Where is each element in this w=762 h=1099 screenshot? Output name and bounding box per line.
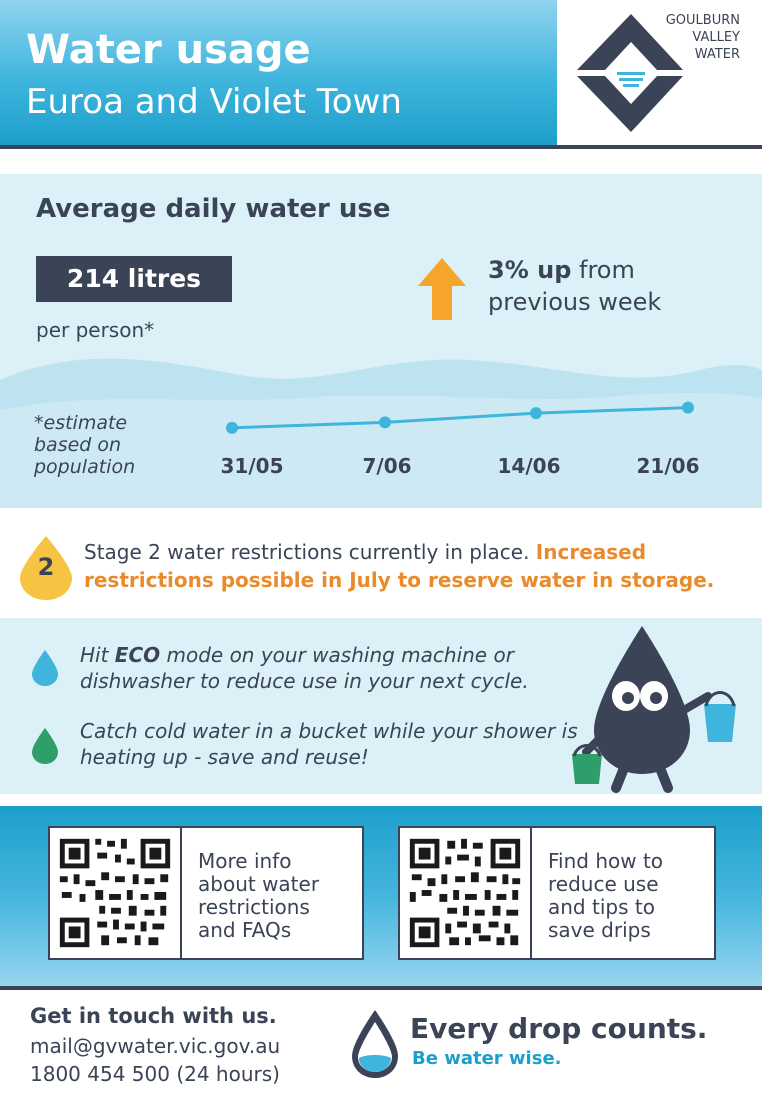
data-point	[530, 407, 542, 420]
footer: Get in touch with us. mail@gvwater.vic.g…	[0, 990, 762, 1099]
page-title: Water usage	[26, 27, 311, 73]
restrictions-warning: Increased restrictions possible in July …	[84, 540, 715, 592]
tip1-prefix: Hit	[80, 643, 115, 667]
water-drop-icon	[20, 536, 72, 600]
contact-email[interactable]: mail@gvwater.vic.gov.au	[30, 1034, 281, 1058]
usage-heading: Average daily water use	[36, 194, 391, 224]
weekly-change: 3% up from previous week	[488, 254, 661, 318]
water-drop-icon	[352, 1010, 398, 1078]
x-tick-label: 21/06	[636, 454, 700, 478]
usage-panel: Average daily water use 214 litres per p…	[0, 174, 762, 508]
change-text-1: from	[571, 256, 635, 284]
qr1-line-4: and FAQs	[198, 918, 292, 942]
logo-line-1: GOULBURN	[665, 13, 740, 28]
data-point	[226, 421, 238, 434]
tip1-bold: ECO	[114, 643, 161, 667]
usage-line-chart	[226, 401, 694, 434]
logo-line-3: WATER	[694, 47, 740, 62]
note-line-2: based on	[34, 434, 122, 456]
contact-title: Get in touch with us.	[30, 1004, 277, 1028]
contact-phone[interactable]: 1800 454 500 (24 hours)	[30, 1062, 280, 1086]
water-drop-mascot-icon	[572, 626, 736, 793]
qr-code-icon[interactable]	[400, 828, 532, 958]
change-text-2: previous week	[488, 288, 662, 316]
header-banner	[0, 0, 557, 145]
qr1-line-1: More info	[198, 849, 292, 873]
slogan-subtitle: Be water wise.	[412, 1048, 562, 1069]
qr-code-icon[interactable]	[50, 828, 182, 958]
logo-line-2: VALLEY	[692, 30, 740, 45]
tip-eco-mode: Hit ECO mode on your washing machine or …	[80, 642, 600, 694]
gvw-logo-icon	[577, 14, 683, 132]
qr2-line-3: and tips to	[548, 895, 655, 919]
per-person-label: per person*	[36, 318, 155, 342]
qr-card-tips[interactable]: Find how to reduce use and tips to save …	[398, 826, 716, 960]
qr1-line-3: restrictions	[198, 895, 310, 919]
data-point	[379, 416, 391, 429]
x-tick-label: 31/05	[220, 454, 284, 478]
water-saving-tips: Hit ECO mode on your washing machine or …	[0, 618, 762, 794]
x-tick-label: 14/06	[497, 454, 561, 478]
stage-number: 2	[37, 553, 55, 581]
header-divider	[0, 145, 762, 149]
qr-card-text: More info about water restrictions and F…	[198, 850, 319, 942]
slogan: Every drop counts.	[410, 1012, 708, 1045]
tip1-suffix: mode on your washing machine or dishwash…	[80, 643, 529, 693]
qr-card-restrictions[interactable]: More info about water restrictions and F…	[48, 826, 364, 960]
qr2-line-4: save drips	[548, 918, 651, 942]
note-line-1: *estimate	[34, 412, 128, 434]
header: Water usage Euroa and Violet Town GOULBU…	[0, 0, 762, 149]
note-line-3: population	[34, 456, 136, 478]
estimate-note: *estimate based on population	[34, 412, 135, 478]
page-subtitle: Euroa and Violet Town	[26, 82, 402, 122]
restrictions-text: Stage 2 water restrictions currently in …	[84, 538, 744, 594]
data-point	[682, 401, 694, 414]
logo: GOULBURN VALLEY WATER	[557, 0, 762, 145]
water-drop-icon	[32, 728, 58, 764]
restrictions-current: Stage 2 water restrictions currently in …	[84, 540, 536, 564]
qr-section: More info about water restrictions and F…	[0, 806, 762, 990]
qr-card-text: Find how to reduce use and tips to save …	[548, 850, 663, 942]
water-drop-icon	[32, 650, 58, 686]
arrow-up-icon	[418, 258, 466, 320]
tip-bucket: Catch cold water in a bucket while your …	[80, 719, 578, 769]
qr1-line-2: about water	[198, 872, 320, 896]
qr2-line-2: reduce use	[548, 872, 659, 896]
restrictions-notice: 2 Stage 2 water restrictions currently i…	[0, 508, 762, 618]
litres-value: 214 litres	[36, 256, 232, 302]
change-value: 3% up	[488, 256, 572, 284]
qr-divider	[0, 986, 762, 990]
logo-text: GOULBURN VALLEY WATER	[666, 12, 740, 63]
x-tick-label: 7/06	[362, 454, 412, 478]
qr2-line-1: Find how to	[548, 849, 664, 873]
series-line	[231, 406, 689, 430]
wave-decoration	[0, 358, 762, 508]
